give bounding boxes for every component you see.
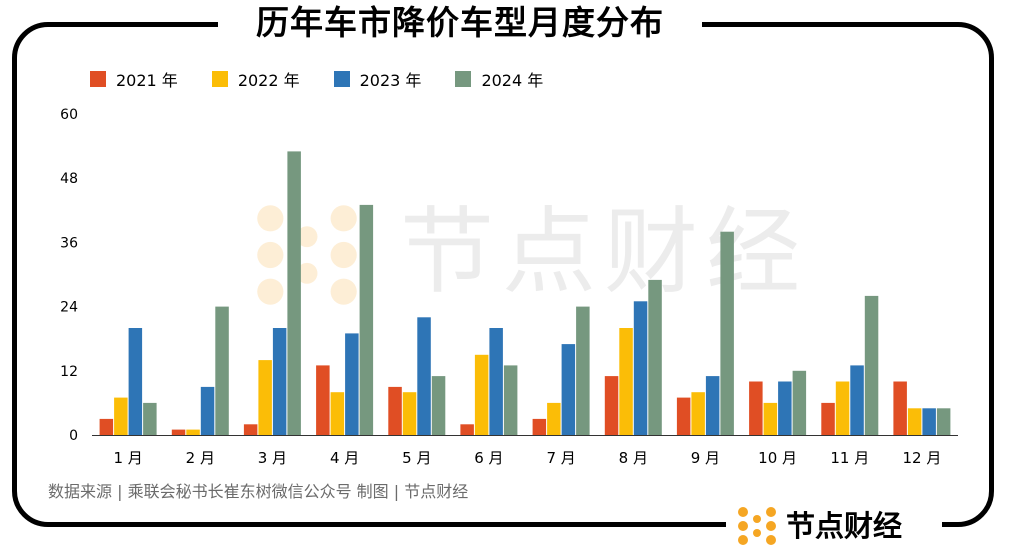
bar-2024-10 [792,370,807,435]
bar-2021-3 [243,424,258,435]
bar-2023-12 [922,408,936,436]
legend-item-2023: 2023 年 [333,67,422,91]
bar-2023-9 [705,376,720,435]
x-tick-label: 3 月 [258,449,287,467]
y-tick-label: 60 [60,107,78,123]
bar-2022-10 [763,402,778,435]
x-tick-label: 12 月 [902,449,941,467]
bar-2021-10 [749,381,763,435]
bar-2022-7 [547,402,561,435]
brand-logo-icon [738,507,776,545]
bar-2024-4 [359,204,374,435]
bar-2024-9 [720,231,734,435]
bar-2021-9 [676,397,691,435]
legend-label-2023: 2023 年 [359,71,422,90]
bar-2023-5 [417,317,431,435]
x-tick-label: 9 月 [691,449,720,467]
legend-swatch-2023 [333,71,350,87]
bar-2022-9 [691,392,705,435]
bar-2023-3 [272,328,287,435]
y-tick-label: 36 [60,235,78,251]
bar-2022-8 [619,328,633,435]
bar-2023-10 [778,381,792,435]
watermark-logo-icon [252,200,362,310]
bar-2021-8 [604,376,619,435]
bar-2023-4 [345,333,359,435]
y-tick-label: 0 [69,428,78,444]
x-tick-label: 7 月 [546,449,575,467]
bar-2023-6 [489,328,503,435]
legend-label-2024: 2024 年 [481,71,544,90]
x-tick-label: 4 月 [330,449,359,467]
bar-2022-6 [474,354,489,436]
legend-swatch-2021 [90,71,106,87]
legend-label-2022: 2022 年 [237,71,300,90]
legend-item-2022: 2022 年 [211,67,300,91]
y-tick-label: 24 [60,300,78,316]
bar-2023-2 [200,386,215,435]
bar-2023-11 [850,365,864,435]
x-tick-label: 10 月 [758,449,797,467]
x-tick-label: 1 月 [113,449,142,467]
bar-2023-7 [561,344,576,435]
bar-2021-4 [316,365,330,435]
bar-2024-7 [576,306,590,435]
bar-2024-6 [503,365,518,435]
x-tick-label: 6 月 [474,449,503,467]
bar-2021-1 [99,418,114,435]
bar-2021-6 [460,424,474,435]
legend-item-2024: 2024 年 [455,67,543,91]
bar-2022-2 [186,429,200,435]
bar-2022-11 [835,381,850,435]
bar-2021-2 [171,429,186,435]
bar-2022-5 [402,392,417,435]
bar-2023-1 [128,328,143,435]
bar-2023-8 [633,301,648,436]
chart-legend: 2021 年 2022 年 2023 年 2024 年 [90,68,543,90]
bar-2024-5 [431,376,446,435]
bar-2024-3 [287,151,301,435]
bar-2021-12 [893,381,907,435]
bar-2021-5 [388,386,402,435]
chart-title: 历年车市降价车型月度分布 [256,3,664,42]
bar-2022-3 [258,360,272,435]
bar-2024-8 [648,279,662,435]
y-tick-label: 48 [60,171,78,187]
bar-2021-7 [532,418,547,435]
bar-2024-12 [936,408,951,436]
bar-2022-1 [114,397,128,435]
y-tick-label: 12 [60,364,78,380]
brand-container: 节点财经 [726,502,942,550]
legend-swatch-2022 [211,71,228,87]
legend-label-2021: 2021 年 [116,71,178,90]
legend-swatch-2024 [455,71,472,87]
bar-2024-2 [215,306,229,435]
x-tick-label: 5 月 [402,449,431,467]
title-container: 历年车市降价车型月度分布 [218,0,702,46]
bar-2022-4 [330,392,345,435]
bar-2022-12 [907,408,922,436]
x-tick-label: 2 月 [186,449,215,467]
bar-2024-1 [143,402,157,435]
x-tick-label: 11 月 [830,449,869,467]
bar-2021-11 [821,402,835,435]
x-tick-label: 8 月 [619,449,648,467]
brand-name: 节点财经 [786,509,903,543]
source-note: 数据来源 | 乘联会秘书长崔东树微信公众号 制图 | 节点财经 [48,482,469,501]
legend-item-2021: 2021 年 [90,67,178,91]
bar-2024-11 [864,295,879,435]
